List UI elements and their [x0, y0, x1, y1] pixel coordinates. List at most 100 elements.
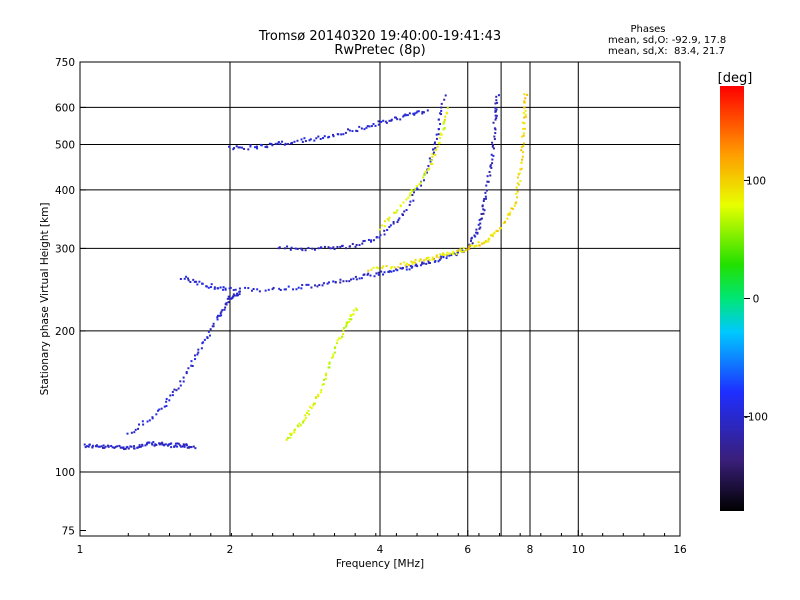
data-point — [455, 252, 458, 255]
data-point — [368, 125, 371, 128]
data-point — [515, 201, 518, 204]
data-point — [392, 269, 395, 272]
data-point — [387, 219, 390, 222]
data-point — [523, 100, 526, 103]
data-point — [271, 288, 274, 291]
data-point — [256, 147, 259, 150]
data-point — [399, 118, 402, 121]
data-point — [336, 245, 339, 248]
data-point — [473, 245, 476, 248]
data-point — [520, 161, 523, 164]
data-point — [165, 400, 168, 403]
data-point — [347, 128, 350, 131]
data-point — [386, 228, 389, 231]
data-point — [386, 218, 389, 221]
data-point — [416, 187, 419, 190]
data-point — [402, 115, 405, 118]
data-point — [372, 123, 375, 126]
data-point — [461, 250, 464, 253]
data-point — [98, 445, 101, 448]
data-point — [276, 142, 279, 145]
data-point — [465, 248, 468, 251]
data-point — [468, 245, 471, 248]
data-point — [226, 297, 229, 300]
data-point — [415, 111, 418, 114]
data-point — [311, 247, 314, 250]
data-point — [441, 253, 444, 256]
data-point — [103, 446, 106, 449]
data-point — [305, 412, 308, 415]
data-point — [411, 193, 414, 196]
data-point — [308, 413, 311, 416]
data-point — [87, 445, 90, 448]
data-point — [107, 445, 110, 448]
data-point — [486, 180, 489, 183]
data-point — [144, 444, 147, 447]
data-point — [197, 351, 200, 354]
data-point — [463, 250, 466, 253]
data-point — [141, 444, 144, 447]
data-point — [520, 167, 523, 170]
data-point — [459, 248, 462, 251]
data-point — [377, 123, 380, 126]
data-point — [138, 423, 141, 426]
data-point — [442, 256, 445, 259]
data-point — [494, 128, 497, 131]
data-point — [522, 142, 525, 145]
data-point — [490, 234, 493, 237]
data-point — [351, 130, 354, 133]
data-point — [339, 245, 342, 248]
data-point — [334, 280, 337, 283]
data-point — [390, 118, 393, 121]
data-point — [383, 271, 386, 274]
data-point — [383, 220, 386, 223]
data-point — [289, 248, 292, 251]
y-axis-label: Stationary phase Virtual Height [km] — [39, 203, 51, 396]
data-point — [483, 198, 486, 201]
data-point — [142, 423, 145, 426]
data-point — [238, 146, 241, 149]
data-point — [479, 218, 482, 221]
data-point — [342, 133, 345, 136]
data-point — [492, 144, 495, 147]
data-point — [325, 372, 328, 375]
data-point — [489, 164, 492, 167]
data-point — [332, 135, 335, 138]
data-point — [492, 154, 495, 157]
data-point — [227, 295, 230, 298]
data-point — [130, 431, 133, 434]
data-point — [114, 445, 117, 448]
data-point — [317, 393, 320, 396]
data-point — [435, 254, 438, 257]
data-point — [428, 261, 431, 264]
data-point — [293, 140, 296, 143]
data-point — [486, 175, 489, 178]
data-point — [270, 142, 273, 145]
data-point — [521, 135, 524, 138]
data-point — [300, 138, 303, 141]
data-point — [375, 272, 378, 275]
data-point — [491, 234, 494, 237]
data-point — [249, 145, 252, 148]
data-point — [182, 445, 185, 448]
data-point — [522, 145, 525, 148]
data-point — [221, 309, 224, 312]
data-point — [382, 273, 385, 276]
data-point — [495, 95, 498, 98]
data-point — [522, 111, 525, 114]
data-point — [388, 216, 391, 219]
data-point — [179, 277, 182, 280]
data-point — [372, 266, 375, 269]
data-point — [340, 133, 343, 136]
data-point — [515, 186, 518, 189]
data-point — [102, 444, 105, 447]
data-point — [217, 287, 220, 290]
data-point — [141, 420, 144, 423]
data-point — [193, 280, 196, 283]
data-point — [439, 112, 442, 115]
data-point — [321, 383, 324, 386]
stats-line-x: mean, sd,X: 83.4, 21.7 — [608, 46, 725, 57]
data-point — [405, 198, 408, 201]
data-point — [228, 287, 231, 290]
data-point — [304, 414, 307, 417]
